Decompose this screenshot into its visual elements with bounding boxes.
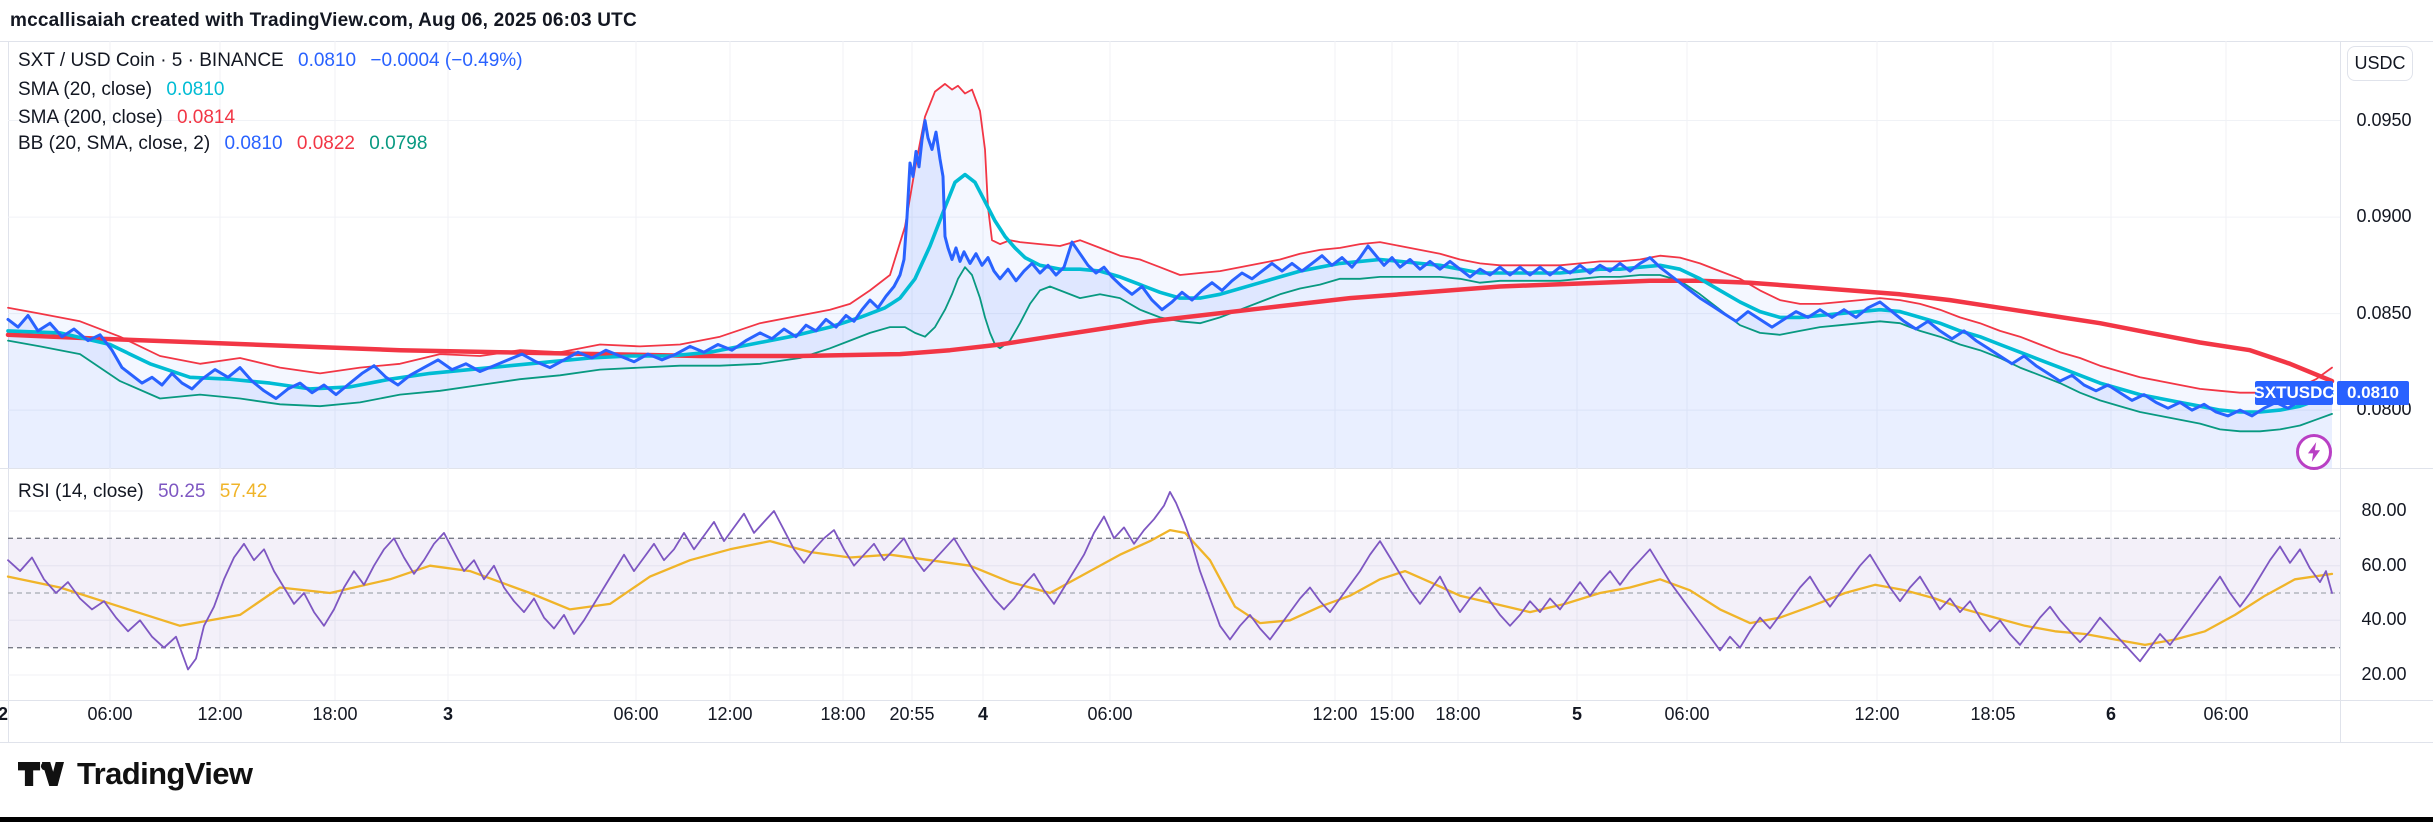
time-tick-label: 4: [977, 704, 989, 724]
sma200-legend[interactable]: SMA (200, close) 0.0814: [18, 107, 235, 129]
time-tick-label: 18:00: [820, 704, 866, 724]
sma200-label: SMA (200, close): [18, 107, 163, 128]
rsi-label: RSI (14, close): [18, 481, 144, 502]
price-tag-symbol: SXTUSDC: [2253, 381, 2335, 405]
time-tick-label: 12:00: [197, 704, 243, 724]
time-tick-label: 18:00: [312, 704, 358, 724]
time-tick-label: 2: [0, 704, 9, 724]
time-tick-label: 06:00: [1664, 704, 1710, 724]
sma20-value: 0.0810: [166, 79, 225, 100]
time-tick-label: 3: [442, 704, 454, 724]
axis-label: 40.00: [2361, 609, 2407, 630]
axis-label: 0.0900: [2356, 206, 2412, 227]
time-tick-label: 15:00: [1369, 704, 1415, 724]
chart-top-border: [0, 41, 2433, 42]
last-price: 0.0810: [298, 50, 357, 71]
time-tick-label: 12:00: [1312, 704, 1358, 724]
sma20-label: SMA (20, close): [18, 79, 153, 100]
price-chart-canvas[interactable]: [5, 41, 2340, 468]
time-tick-label: 06:00: [613, 704, 659, 724]
tradingview-mark-icon: [18, 761, 64, 786]
rsi-legend[interactable]: RSI (14, close) 50.25 57.42: [18, 481, 267, 503]
rsi-chart-canvas[interactable]: [6, 468, 2340, 700]
rsi-ma-value: 57.42: [219, 481, 268, 502]
bb-basis-value: 0.0810: [224, 133, 283, 154]
time-tick-label: 12:00: [1854, 704, 1900, 724]
axis-label: 80.00: [2361, 500, 2407, 521]
bb-label: BB (20, SMA, close, 2): [18, 133, 211, 154]
attribution-text: mccallisaiah created with TradingView.co…: [10, 10, 637, 31]
time-tick-label: 06:00: [1087, 704, 1133, 724]
bb-upper-value: 0.0822: [296, 133, 355, 154]
time-tick-label: 18:00: [1435, 704, 1481, 724]
time-tick-label: 18:05: [1970, 704, 2016, 724]
time-tick-label: 06:00: [2203, 704, 2249, 724]
tradingview-logo[interactable]: TradingView: [18, 756, 253, 792]
axis-label: 60.00: [2361, 554, 2407, 575]
time-tick-label: 5: [1571, 704, 1583, 724]
symbol-legend[interactable]: SXT / USD Coin · 5 · BINANCE 0.0810 −0.0…: [18, 50, 523, 72]
price-change: −0.0004 (−0.49%): [370, 50, 523, 71]
sma20-legend[interactable]: SMA (20, close) 0.0810: [18, 79, 225, 101]
pane-separator[interactable]: [0, 468, 2433, 469]
price-tag-value: 0.0810: [2337, 381, 2409, 405]
symbol-title: SXT / USD Coin · 5 · BINANCE: [18, 50, 284, 71]
brand-text: TradingView: [77, 756, 253, 791]
axis-label: 0.0850: [2356, 302, 2412, 323]
bb-lower-value: 0.0798: [369, 133, 428, 154]
currency-toggle-button[interactable]: USDC: [2347, 46, 2413, 81]
rsi-value: 50.25: [157, 481, 206, 502]
sma200-value: 0.0814: [176, 107, 236, 128]
time-tick-label: 12:00: [707, 704, 753, 724]
bottom-border-bar: [0, 817, 2433, 822]
bb-legend[interactable]: BB (20, SMA, close, 2) 0.0810 0.0822 0.0…: [18, 133, 427, 155]
lightning-icon: [2307, 442, 2321, 462]
time-axis-border: [0, 700, 2433, 701]
time-tick-label: 06:00: [87, 704, 133, 724]
axis-label: 0.0950: [2356, 109, 2412, 130]
chart-bottom-border: [0, 742, 2433, 743]
time-tick-label: 6: [2105, 704, 2117, 724]
boost-button[interactable]: [2296, 434, 2332, 470]
time-tick-label: 20:55: [889, 704, 935, 724]
axis-label: 20.00: [2361, 663, 2407, 684]
plot-left-border: [8, 41, 9, 742]
